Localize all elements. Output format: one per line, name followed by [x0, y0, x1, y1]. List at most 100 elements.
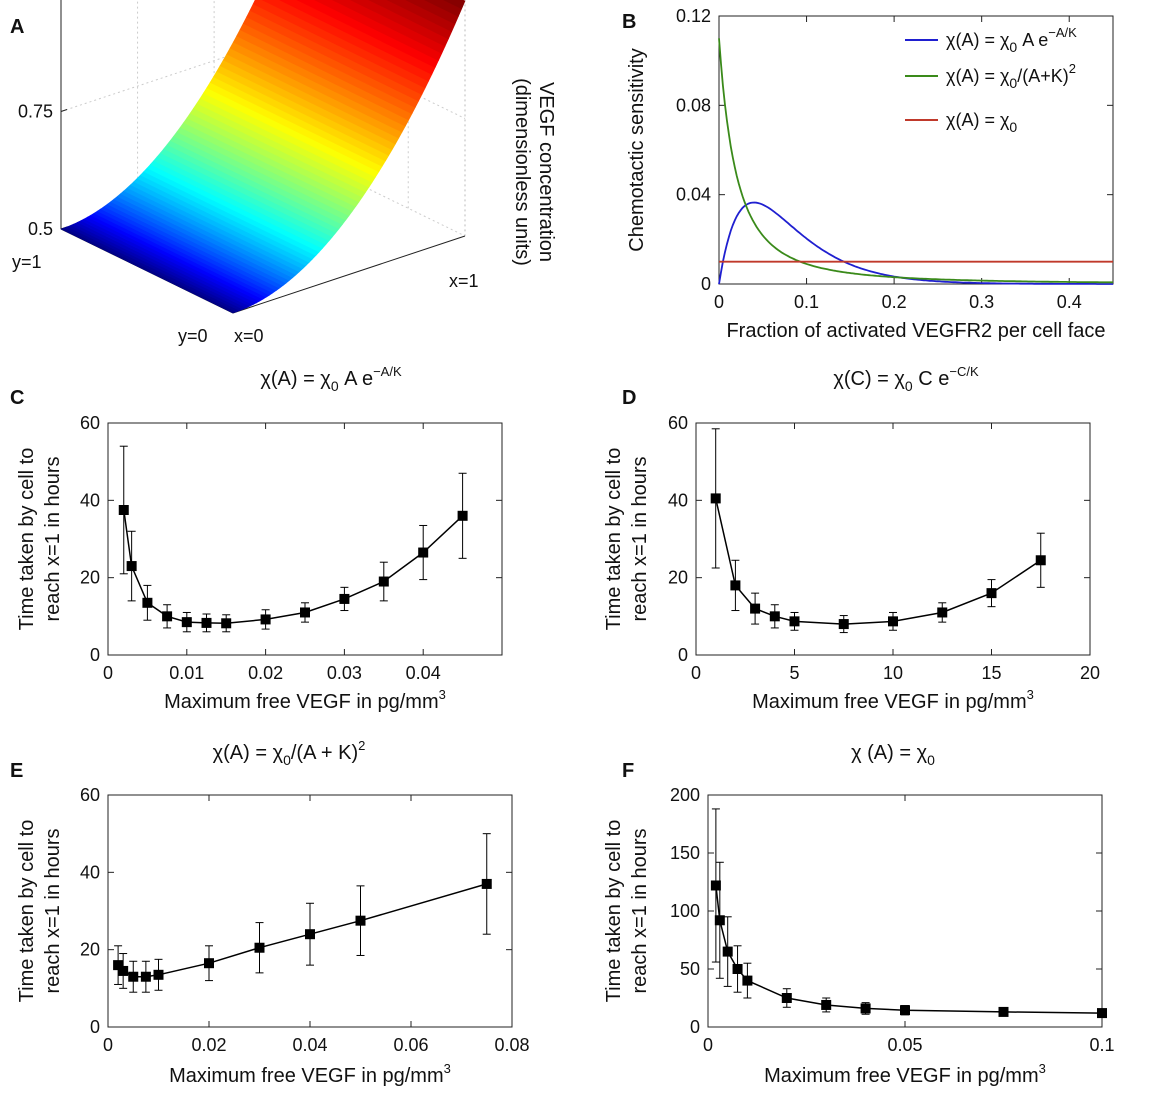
- x-tick-label: 0.01: [169, 663, 204, 683]
- data-point: [260, 614, 271, 625]
- label-y1: y=1: [12, 252, 42, 272]
- panel-letter-d: D: [622, 387, 636, 409]
- surface-strip: [261, 0, 433, 82]
- y-axis-label: Time taken by cell to reach x=1 in hours: [603, 820, 651, 1003]
- surface-strip: [296, 0, 439, 68]
- data-point: [714, 915, 725, 926]
- y-tick-label: 40: [80, 490, 100, 510]
- y-tick-label: 200: [670, 785, 700, 805]
- x-tick-label: 0: [103, 1035, 113, 1055]
- x-tick-label: 0: [103, 663, 113, 683]
- x-axis-label: Maximum free VEGF in pg/mm3: [169, 1061, 451, 1087]
- legend-label: χ(A) = χ0: [946, 110, 1017, 135]
- data-point: [118, 965, 129, 976]
- data-point: [789, 616, 800, 627]
- data-point: [254, 942, 265, 953]
- y-label-line1: Time taken by cell to: [16, 820, 38, 1003]
- y-axis-label: Chemotactic sensitivity: [626, 48, 648, 251]
- y-tick-label: 0.12: [676, 6, 711, 26]
- x-tick-label: 5: [789, 663, 799, 683]
- y-label-line1: Time taken by cell to: [603, 448, 625, 631]
- y-label-line1: Time taken by cell to: [603, 820, 625, 1003]
- panel-b: B 0 0.1 0.2 0.3 0.4 0 0.04 0.08 0.12 Chemotactic s…: [622, 6, 1114, 342]
- panel-letter-b: B: [622, 11, 636, 33]
- data-point: [162, 611, 173, 622]
- legend-label: χ(A) = χ0/(A+K)2: [946, 61, 1076, 91]
- data-point: [305, 929, 315, 940]
- data-point: [113, 960, 124, 971]
- data-point: [140, 971, 151, 982]
- y-axis-label: Time taken by cell to reach x=1 in hours: [16, 820, 64, 1003]
- x-tick-label: 0: [703, 1035, 713, 1055]
- x-axis: [232, 235, 466, 314]
- x-tick-label: 0.1: [1089, 1035, 1114, 1055]
- panel-letter-a: A: [10, 16, 24, 38]
- data-point: [900, 1005, 910, 1016]
- y-label: Chemotactic sensitivity: [626, 48, 648, 251]
- data-line: [714, 498, 1042, 625]
- x-tick-label: 0: [691, 663, 701, 683]
- data-point: [153, 969, 164, 980]
- data-point: [732, 964, 743, 974]
- data-point: [888, 616, 898, 627]
- x-tick-label: 0.04: [292, 1035, 327, 1055]
- data-point: [730, 580, 741, 591]
- surface-strip: [368, 0, 453, 40]
- y-label-line2: reach x=1 in hours: [629, 456, 651, 621]
- x-tick-label: 0.1: [794, 292, 819, 312]
- data-point: [457, 510, 468, 521]
- y-tick-label: 60: [80, 785, 100, 805]
- panel-c: Cχ(A) = χ0 A e−A/K 0 0.01 0.02 0.03 0.04 0 20 40…: [10, 364, 503, 713]
- surface-strip: [405, 0, 459, 25]
- surface-strip: [252, 0, 429, 89]
- panel-letter-c: C: [10, 387, 24, 409]
- z-tick-label: 1: [43, 0, 53, 4]
- x-tick-label: 0.03: [327, 663, 362, 683]
- y-axis-label: Time taken by cell to reach x=1 in hours: [16, 448, 64, 631]
- data-point: [710, 493, 721, 504]
- panel-letter-e: E: [10, 760, 23, 782]
- y-label-line2: reach x=1 in hours: [42, 456, 64, 621]
- data-point: [118, 505, 129, 515]
- x-axis-label: Maximum free VEGF in pg/mm3: [164, 687, 446, 713]
- y-tick-label: 0: [678, 645, 688, 665]
- axes-frame: [718, 15, 1114, 285]
- x-tick-label: 0.02: [191, 1035, 226, 1055]
- y-label-line1: Time taken by cell to: [16, 448, 38, 631]
- y-tick-label: 20: [668, 568, 688, 588]
- data-point: [986, 588, 997, 599]
- x-label: Fraction of activated VEGFR2 per cell fa…: [726, 320, 1105, 342]
- y-tick-label: 40: [668, 490, 688, 510]
- data-point: [998, 1006, 1009, 1017]
- data-point: [339, 593, 350, 604]
- panel-d: Dχ(C) = χ0 C e−C/K 0 5 10 15 20 0 20 40 60 Time ta…: [603, 364, 1100, 713]
- surface-strip: [278, 0, 436, 75]
- data-point: [481, 878, 492, 889]
- data-point: [300, 607, 310, 618]
- data-point: [378, 576, 389, 587]
- label-x1: x=1: [449, 271, 479, 291]
- surface-strip: [386, 0, 456, 32]
- z-grid-line: [60, 33, 466, 119]
- y-tick-label: 50: [680, 959, 700, 979]
- y-tick-label: 60: [80, 413, 100, 433]
- x-tick-label: 15: [981, 663, 1001, 683]
- axes-frame: [707, 794, 1103, 1028]
- label-x0: x=0: [234, 326, 264, 346]
- plot-title: χ(A) = χ0/(A + K)2: [213, 738, 366, 768]
- z-tick-label: 0.75: [18, 102, 53, 122]
- z-tick-label: 0.5: [28, 219, 53, 239]
- x-tick-label: 0.05: [887, 1035, 922, 1055]
- x-tick-label: 0.4: [1057, 292, 1082, 312]
- y-tick-label: 60: [668, 413, 688, 433]
- z-label-line1: VEGF concentration: [535, 82, 557, 262]
- data-point: [355, 915, 366, 926]
- data-point: [181, 617, 192, 628]
- data-point: [204, 958, 214, 969]
- x-tick-label: 0.3: [969, 292, 994, 312]
- y-tick-label: 0.04: [676, 185, 711, 205]
- x-tick-label: 0: [714, 292, 724, 312]
- panel-letter-f: F: [622, 760, 634, 782]
- data-point: [142, 597, 153, 608]
